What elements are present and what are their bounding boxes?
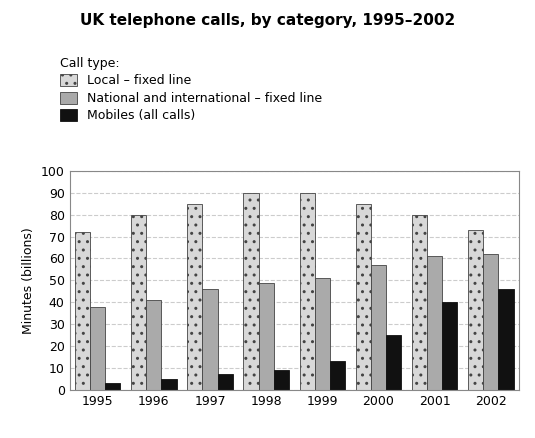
Legend: Local – fixed line, National and international – fixed line, Mobiles (all calls): Local – fixed line, National and interna… <box>60 57 323 123</box>
Bar <box>274 370 289 390</box>
Bar <box>356 204 371 390</box>
Bar <box>131 215 146 390</box>
Bar <box>371 265 386 390</box>
Bar <box>315 278 330 390</box>
Bar <box>330 361 345 390</box>
Y-axis label: Minutes (billions): Minutes (billions) <box>22 227 35 334</box>
Bar <box>442 302 457 390</box>
Bar <box>187 204 202 390</box>
Bar <box>412 215 427 390</box>
Bar <box>146 300 162 390</box>
Bar <box>483 254 499 390</box>
Bar <box>162 379 177 390</box>
Bar <box>499 289 514 390</box>
Bar <box>427 256 442 390</box>
Bar <box>218 374 233 390</box>
Bar <box>300 193 315 390</box>
Bar <box>243 193 258 390</box>
Bar <box>105 383 120 390</box>
Bar <box>386 335 401 390</box>
Bar <box>75 232 90 390</box>
Bar <box>258 283 274 390</box>
Bar <box>468 230 483 390</box>
Text: UK telephone calls, by category, 1995–2002: UK telephone calls, by category, 1995–20… <box>80 13 455 28</box>
Bar <box>90 307 105 390</box>
Bar <box>202 289 218 390</box>
